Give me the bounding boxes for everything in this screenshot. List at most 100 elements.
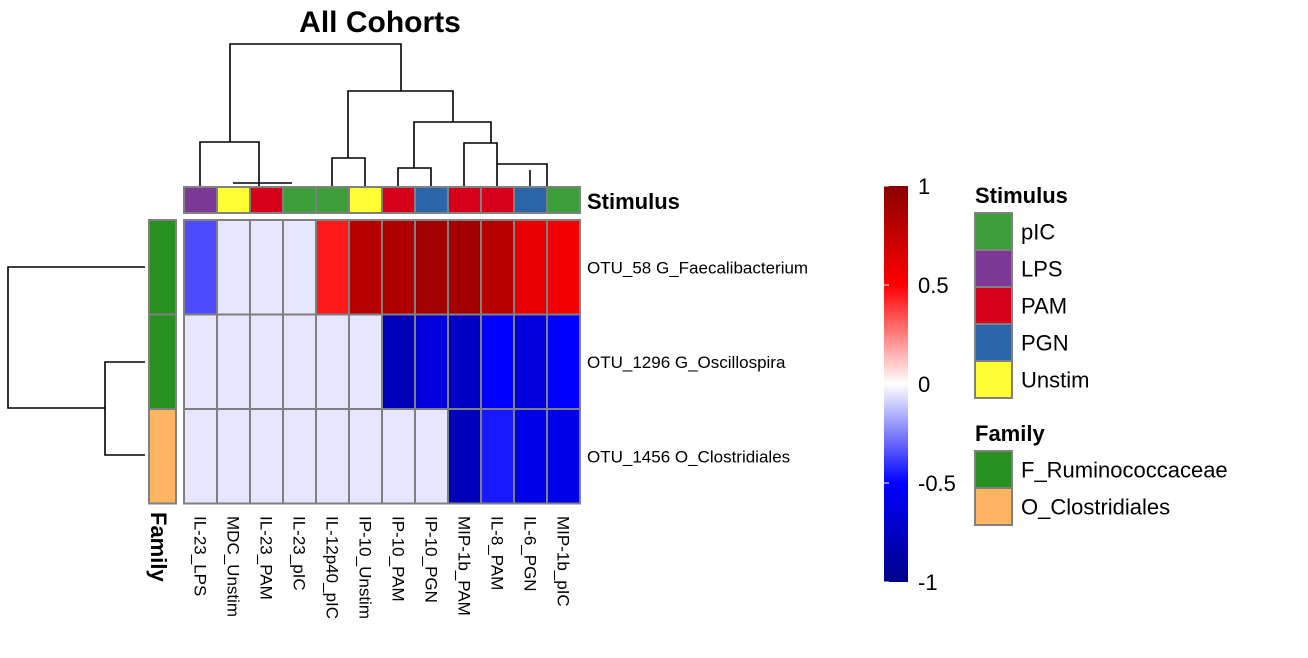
legend-title: Family [975,421,1045,446]
stimulus-annotation-cell [216,186,251,214]
heatmap-cell [216,313,251,410]
heatmap-cell [348,313,383,410]
row-label: OTU_1456 O_Clostridiales [587,447,790,466]
heatmap-cell [348,408,383,505]
heatmap-cell [447,313,482,410]
column-label: IL-12p40_pIC [323,516,342,619]
heatmap-cell [480,313,515,410]
column-dendrogram [199,43,548,187]
heatmap-cell [546,219,581,316]
legend-item-label: pIC [1021,220,1055,245]
heatmap-cell [480,219,515,316]
heatmap-cell [249,408,284,505]
column-label: IL-8_PAM [488,516,507,590]
stimulus-annotation-cell [183,186,218,214]
stimulus-annotation-label: Stimulus [587,189,680,214]
legend-item-label: LPS [1021,257,1063,282]
column-labels: IL-23_LPS MDC_Unstim IL-23_PAM IL-23_pIC IL-… [191,516,573,619]
heatmap-cell [216,408,251,505]
stimulus-annotation-cell [249,186,284,214]
column-label: IL-6_PGN [521,516,540,592]
colorbar-tick-label: 0 [918,372,930,397]
heatmap-cell [513,219,548,316]
heatmap-cell [414,313,449,410]
chart-title: All Cohorts [299,6,461,39]
column-label: IP-10_PGN [422,516,441,603]
legend-item-label: PAM [1021,294,1067,319]
heatmap-cell [183,408,218,505]
heatmap-cell [447,219,482,316]
heatmap-cell [414,408,449,505]
stimulus-annotation-cell [315,186,350,214]
stimulus-annotation-cell [348,186,383,214]
column-label: IL-23_LPS [191,516,210,596]
row-label: OTU_1296 G_Oscillospira [587,353,786,372]
heatmap-cell [315,219,350,316]
heatmap-cell [546,408,581,505]
stimulus-annotation-cell [546,186,581,214]
legend-item-label: Unstim [1021,368,1089,393]
heatmap-cell [315,313,350,410]
legend-swatch [974,450,1013,489]
heatmap-cell [282,219,317,316]
stimulus-annotation-cell [381,186,416,214]
column-label: IP-10_PAM [389,516,408,602]
column-label: MDC_Unstim [224,516,243,617]
stimulus-annotation-bar [183,186,581,214]
legend-title: Stimulus [975,183,1068,208]
column-label: MIP-1b_pIC [554,516,573,607]
legend-swatch [974,487,1013,526]
heatmap-cell [480,408,515,505]
family-annotation-label: Family [146,512,171,582]
family-annotation-cell [148,313,177,410]
heatmap-cell [183,313,218,410]
heatmap-cell [282,313,317,410]
legends: Stimulus pIC LPS PAM PGN Unstim Family F_Rumino… [974,183,1228,526]
column-label: IL-23_pIC [290,516,309,591]
heatmap-cell [414,219,449,316]
heatmap-cell [348,219,383,316]
legend-swatch [974,323,1013,362]
column-label: IL-23_PAM [257,516,276,600]
legend-item-label: PGN [1021,331,1069,356]
row-labels: OTU_58 G_Faecalibacterium OTU_1296 G_Osci… [587,258,808,466]
column-label: MIP-1b_PAM [455,516,474,616]
heatmap-cell [282,408,317,505]
stimulus-annotation-cell [282,186,317,214]
colorbar-tick-label: 1 [918,174,930,199]
heatmap-cells [183,219,581,505]
heatmap-cell [513,313,548,410]
legend-item-label: O_Clostridiales [1021,495,1170,520]
colorbar-tick-label: -1 [918,570,938,595]
heatmap-cell [216,219,251,316]
heatmap-cell [381,408,416,505]
stimulus-annotation-cell [414,186,449,214]
family-annotation-cell [148,219,177,316]
column-label: IP-10_Unstim [356,516,375,619]
heatmap-cell [513,408,548,505]
colorbar-tick-label: 0.5 [918,273,949,298]
legend-item-label: F_Ruminococcaceae [1021,458,1228,483]
heatmap-cell [183,219,218,316]
family-annotation-bar [148,219,177,505]
legend-swatch [974,249,1013,288]
colorbar-ticks: 1 0.5 0 -0.5 -1 [884,174,956,595]
row-label: OTU_58 G_Faecalibacterium [587,258,808,277]
stimulus-annotation-cell [447,186,482,214]
heatmap-cell [447,408,482,505]
stimulus-annotation-cell [513,186,548,214]
family-annotation-cell [148,408,177,505]
row-dendrogram [7,266,145,456]
heatmap-cell [249,219,284,316]
legend-swatch [974,212,1013,251]
heatmap-cell [315,408,350,505]
colorbar-tick-label: -0.5 [918,471,956,496]
legend-swatch [974,360,1013,399]
heatmap-cell [381,219,416,316]
heatmap-cell [381,313,416,410]
heatmap-cell [546,313,581,410]
legend-swatch [974,286,1013,325]
stimulus-annotation-cell [480,186,515,214]
heatmap-cell [249,313,284,410]
